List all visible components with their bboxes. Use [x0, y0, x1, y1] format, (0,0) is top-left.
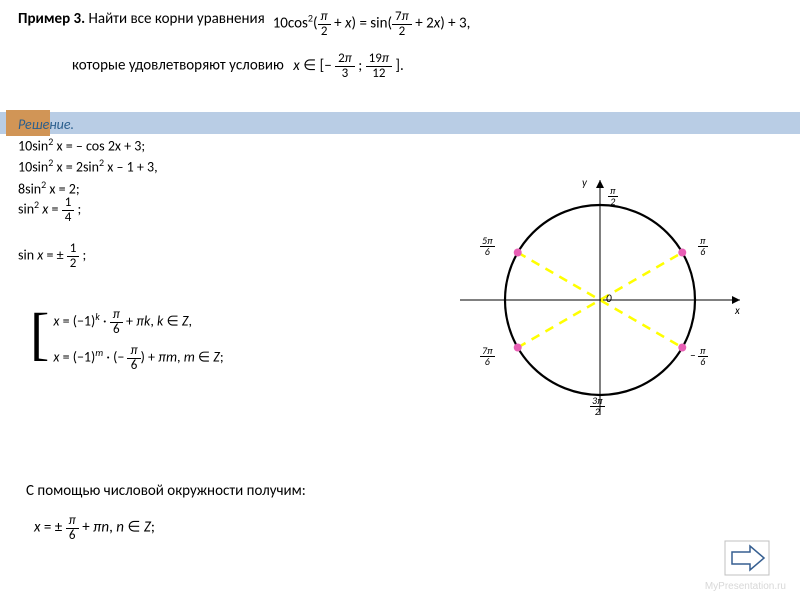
interval: x ∈ [− 2π3 ; 19π12 ]. [293, 57, 404, 75]
system-bracket: [ x = (−1)k · π6 + πk, k ∈ Z, x = (−1)m … [30, 298, 224, 383]
title-rest: Найти все корни уравнения [85, 10, 265, 28]
example-number: Пример 3. [18, 10, 85, 28]
label-neg-pi-6: − π6 [690, 346, 708, 367]
next-slide-button[interactable] [724, 540, 770, 580]
label-7pi-6: 7π6 [480, 346, 495, 367]
main-equation: 10cos2(π2 + x) = sin(7π2 + 2x) + 3, [273, 10, 471, 38]
solution-block: Решение. 10sin2 x = – cos 2x + 3; 10sin2… [18, 116, 158, 200]
sin-eq: sin x = ± 12 ; [18, 242, 86, 270]
subtitle: которые удовлетворяют условию [72, 57, 284, 75]
y-axis-label: y [582, 176, 587, 189]
label-5pi-6: 5π6 [480, 236, 495, 257]
step-2: 10sin2 x = 2sin2 x – 1 + 3, [18, 156, 158, 178]
label-3pi-2: 3π2 [590, 396, 605, 417]
sin-squared-eq: sin2 x = 14 ; [18, 196, 81, 224]
circle-svg [440, 160, 760, 420]
label-pi-6: π6 [698, 236, 708, 257]
origin-label: 0 [606, 292, 612, 305]
system-line-1: x = (−1)k · π6 + πk, k ∈ Z, [53, 308, 223, 336]
unit-circle-diagram: 0 x y π2 3π2 π6 5π6 7π6 − π6 [440, 160, 760, 420]
system-line-2: x = (−1)m · (− π6) + πm, m ∈ Z; [53, 344, 223, 372]
label-pi-2: π2 [608, 186, 618, 207]
final-answer: x = ± π6 + πn, n ∈ Z; [34, 514, 155, 542]
step-1: 10sin2 x = – cos 2x + 3; [18, 135, 158, 157]
conclusion-text: С помощью числовой окружности получим: [26, 482, 306, 500]
solution-label: Решение. [18, 116, 158, 135]
x-axis-label: x [735, 304, 740, 317]
watermark: MyPresentation.ru [705, 581, 786, 592]
